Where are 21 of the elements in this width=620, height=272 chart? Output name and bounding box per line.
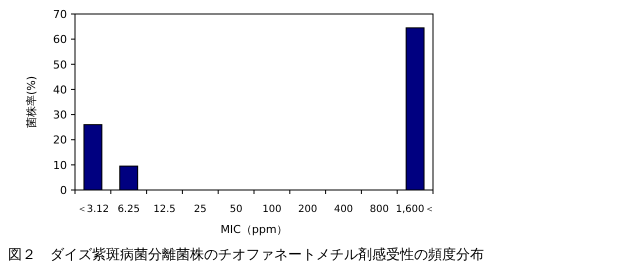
y-tick-label: 40 (53, 83, 67, 96)
x-tick-label: 400 (334, 204, 354, 215)
x-tick-label: 200 (298, 204, 318, 215)
x-tick-label: 6.25 (118, 204, 140, 215)
x-tick-label: 12.5 (153, 204, 176, 215)
x-tick-label: ＜3.12 (76, 204, 110, 215)
y-axis-title: 菌株率(%) (25, 76, 38, 128)
y-tick-label: 10 (53, 158, 67, 172)
text: 図２ ダイズ紫斑病菌分離菌株のチオファネートメチル剤感受性の頻度分布 (8, 247, 484, 263)
x-tick-label: 25 (194, 204, 207, 215)
x-tick-label: 1,600＜ (396, 204, 434, 215)
x-tick-label: 50 (230, 204, 242, 215)
x-axis-title: MIC（ppm） (220, 223, 288, 236)
y-tick-label: 30 (53, 108, 67, 122)
y-tick-label: 50 (53, 58, 67, 72)
x-tick-label: 100 (262, 204, 282, 215)
x-tick-label: 800 (370, 204, 389, 215)
y-tick-label: 20 (53, 134, 67, 147)
y-tick-label: 0 (60, 184, 67, 197)
y-tick-label: 60 (53, 33, 67, 46)
y-tick-label: 70 (53, 8, 67, 21)
